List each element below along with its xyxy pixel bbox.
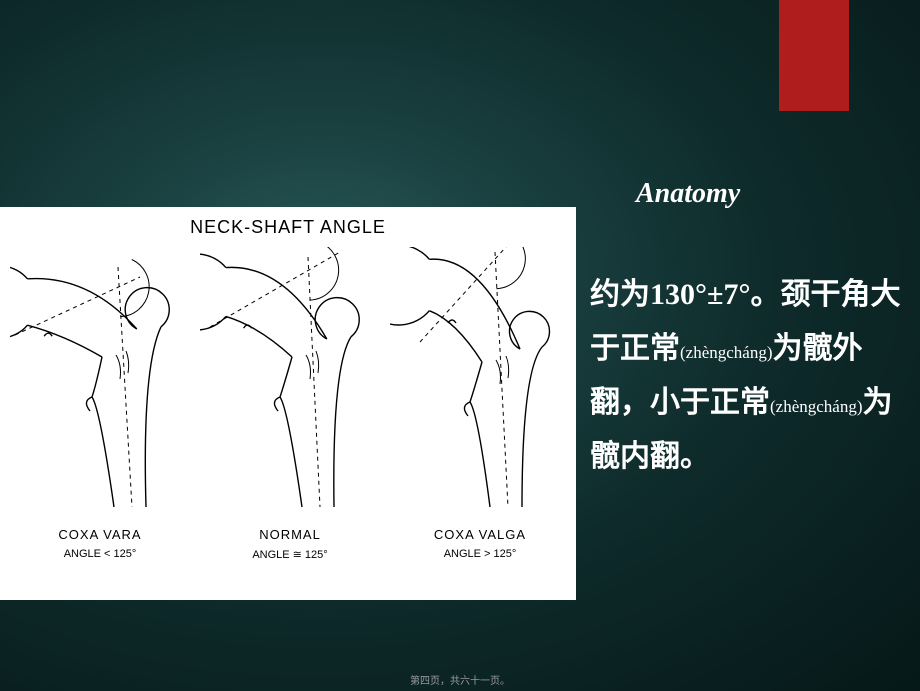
femur-vara-svg [10,247,190,517]
femur-normal: NORMAL ANGLE ≅ 125° [200,247,380,561]
femur-vara-angle: ANGLE < 125° [10,548,190,560]
diagram-panel: NECK-SHAFT ANGLE COXA VARA ANGLE < 125° NO… [0,207,576,600]
femur-normal-angle: ANGLE ≅ 125° [200,548,380,561]
pinyin-annotation: (zhèngcháng) [680,343,773,362]
accent-block [779,0,849,111]
femur-normal-label: NORMAL [200,527,380,542]
femur-valga-svg [390,247,570,517]
body-text: 约为130°±7°。颈干角大于正常(zhèngcháng)为髋外翻，小于正常(z… [590,268,910,484]
femur-valga-angle: ANGLE > 125° [390,548,570,560]
femur-vara-label: COXA VARA [10,527,190,542]
body-segment: 约为130°±7°。 [590,278,780,311]
femur-normal-svg [200,247,380,517]
pinyin-annotation: (zhèngcháng) [770,397,863,416]
page-footer: 第四页，共六十一页。 [0,672,920,687]
femur-vara: COXA VARA ANGLE < 125° [10,247,190,560]
femur-valga-label: COXA VALGA [390,527,570,542]
femur-valga: COXA VALGA ANGLE > 125° [390,247,570,560]
slide-title: Anatomy [636,178,740,210]
diagram-title: NECK-SHAFT ANGLE [0,217,576,238]
